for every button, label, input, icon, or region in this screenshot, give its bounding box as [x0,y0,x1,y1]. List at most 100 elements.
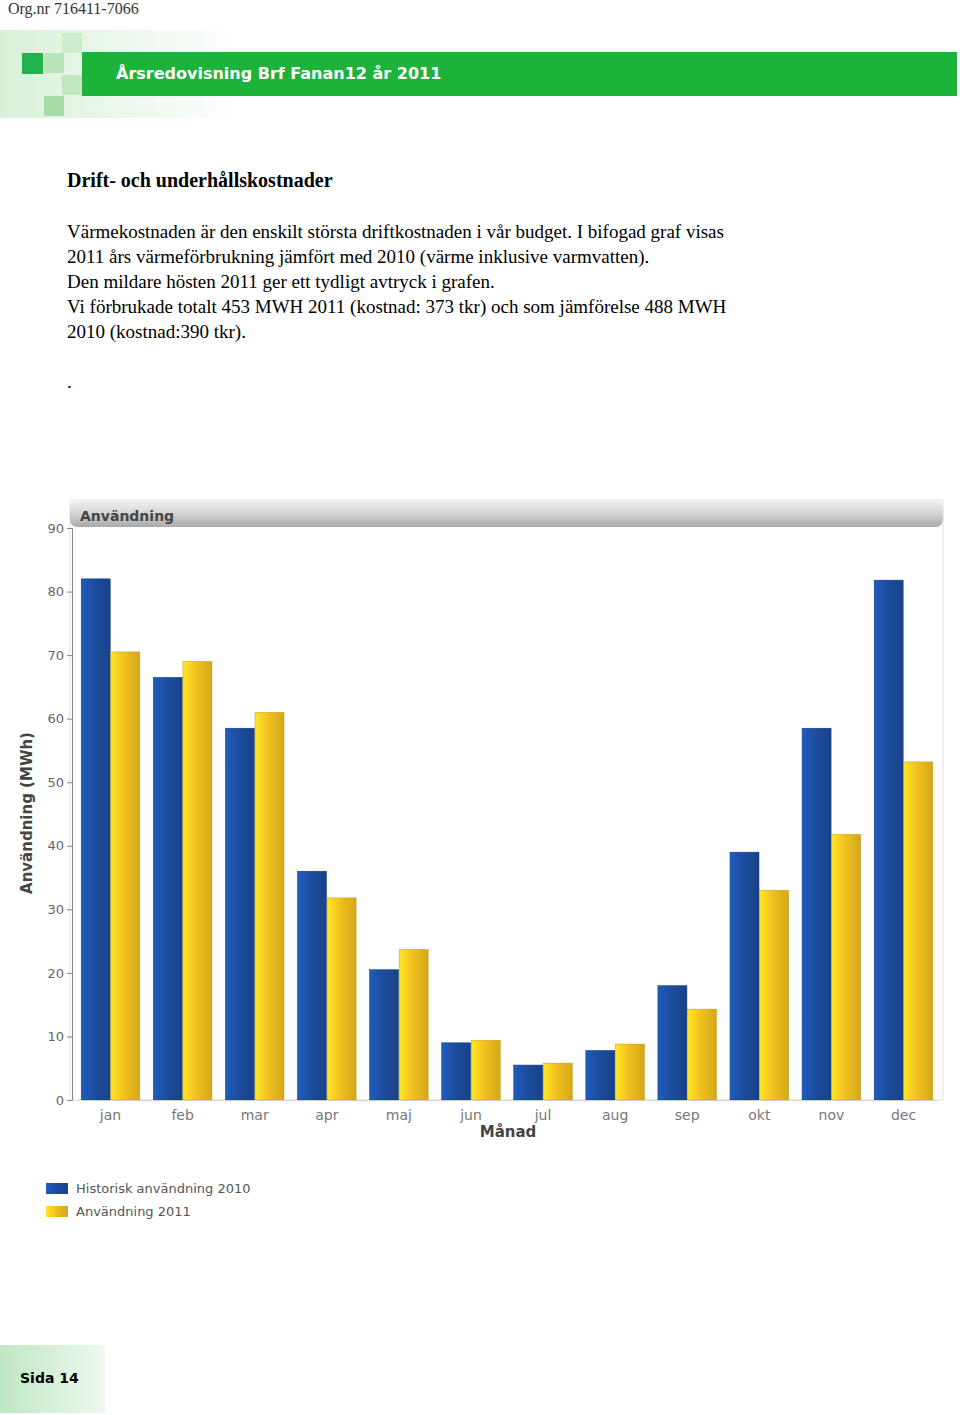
header-square [44,96,64,116]
bar [183,661,212,1100]
legend-label: Historisk användning 2010 [76,1181,251,1196]
chart-title: Användning [80,508,174,524]
y-tick-label: 90 [47,521,64,536]
bar [730,852,759,1100]
bar [225,728,254,1100]
bar [442,1043,471,1100]
bar [760,890,789,1100]
y-tick-label: 70 [47,648,64,663]
bar [586,1050,615,1100]
bar [543,1063,572,1100]
bar [832,834,861,1100]
header-square [22,53,43,74]
bar [514,1065,543,1100]
y-tick-mark [67,909,72,910]
y-tick-mark [67,846,72,847]
x-tick-label: jan [99,1107,121,1123]
x-axis-line [78,1100,938,1101]
x-tick: feb [171,1100,194,1123]
x-tick: dec [891,1100,916,1123]
x-tick: jan [99,1100,121,1123]
x-axis: jan feb mar apr maj jun jul aug sep okt nov dec [78,1100,938,1123]
paragraph-line: Den mildare hösten 2011 ger ett tydligt … [67,271,495,292]
y-tick-mark [67,1100,72,1101]
x-tick: maj [386,1100,412,1123]
y-tick: 20 [47,966,72,981]
x-tick-label: maj [386,1107,412,1123]
bar [802,728,831,1100]
x-tick-label: aug [602,1107,628,1123]
x-tick: okt [748,1100,771,1123]
x-tick: apr [315,1100,338,1123]
x-tick-label: okt [748,1107,771,1123]
banner-title: Årsredovisning Brf Fanan12 år 2011 [116,64,441,83]
y-tick-mark [67,592,72,593]
bar [255,712,284,1100]
header-square [62,33,82,53]
y-tick-mark [67,528,72,529]
chart-frame [70,500,943,1100]
y-axis-title: Användning (MWh) [18,732,36,894]
y-tick-label: 60 [47,711,64,726]
paragraph-trailing: . [67,371,72,392]
x-tick-label: feb [171,1107,194,1123]
y-tick: 90 [47,521,72,536]
bar [399,949,428,1100]
bars [81,579,933,1100]
bar [874,580,903,1100]
y-tick: 30 [47,902,72,917]
bar [153,677,182,1100]
x-tick: sep [675,1100,700,1123]
y-tick-mark [67,719,72,720]
y-tick: 10 [47,1029,72,1044]
header-square [44,53,64,73]
org-nr: Org.nr 716411-7066 [8,0,139,18]
bar [658,986,687,1100]
page: Org.nr 716411-7066 Årsredovisning Brf Fan… [0,0,960,1415]
x-tick: jul [534,1100,552,1123]
y-axis: 0102030405060708090 [47,521,72,1108]
y-tick-label: 40 [47,838,64,853]
x-axis-title: Månad [480,1123,537,1141]
x-tick: mar [241,1100,269,1123]
y-tick: 0 [56,1093,72,1108]
legend-swatch [46,1206,68,1217]
y-tick-label: 30 [47,902,64,917]
y-tick-mark [67,1036,72,1037]
x-tick-label: dec [891,1107,916,1123]
y-tick: 40 [47,838,72,853]
footer-box [0,1345,105,1413]
x-tick-label: jul [534,1107,552,1123]
bar [327,898,356,1100]
y-tick: 80 [47,584,72,599]
x-tick: jun [459,1100,482,1123]
y-tick-mark [67,655,72,656]
y-tick: 60 [47,711,72,726]
bar [471,1040,500,1100]
paragraph-line: 2010 (kostnad:390 tkr). [67,321,246,343]
bar [615,1044,644,1100]
x-tick: aug [602,1100,628,1123]
legend-label: Användning 2011 [76,1204,191,1219]
x-tick-label: sep [675,1107,700,1123]
legend-swatch [46,1183,68,1194]
paragraph-line: Vi förbrukade totalt 453 MWH 2011 (kostn… [67,296,727,318]
y-tick: 70 [47,648,72,663]
y-tick-mark [67,782,72,783]
bar [111,652,140,1100]
bar [297,871,326,1100]
bar [688,1009,717,1100]
y-axis-line [67,529,73,1101]
y-tick-label: 80 [47,584,64,599]
y-tick-label: 10 [47,1029,64,1044]
x-tick-label: mar [241,1107,269,1123]
x-tick: nov [819,1100,845,1123]
bar [81,579,110,1100]
title-bar [70,500,943,527]
bar [370,970,399,1100]
y-tick-label: 0 [56,1093,64,1108]
section-heading: Drift- och underhållskostnader [67,169,333,191]
banner [82,52,957,96]
y-tick-mark [67,973,72,974]
paragraph-line: Värmekostnaden är den enskilt största dr… [67,221,724,242]
